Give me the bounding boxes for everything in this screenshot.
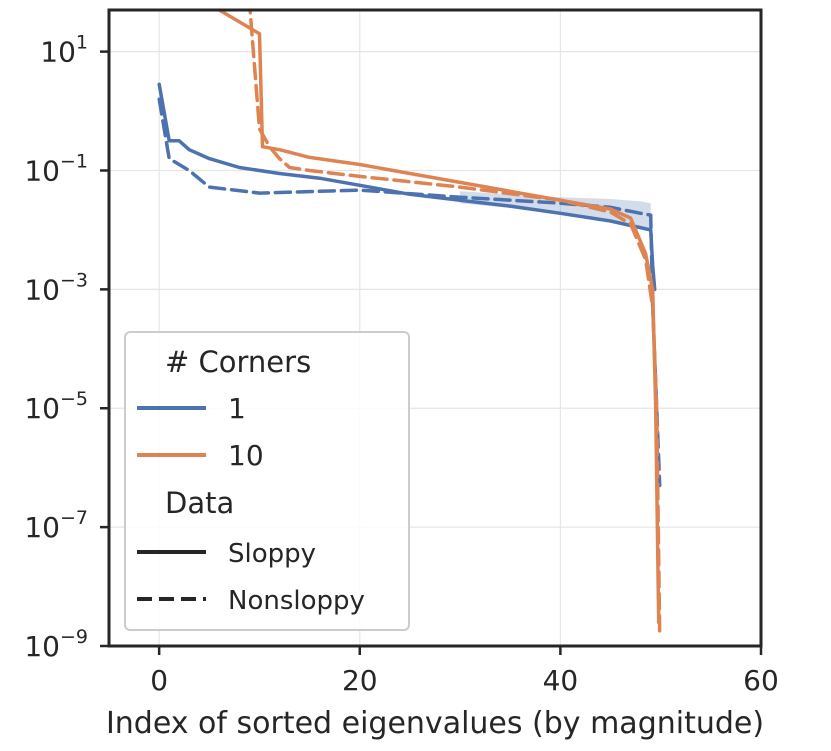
legend-label-sloppy: Sloppy [228, 539, 316, 569]
series-line-10-sloppy [214, 10, 661, 624]
x-tick-label: 20 [342, 664, 378, 697]
legend-label-nonsloppy: Nonsloppy [228, 586, 365, 616]
plot-frame [107, 8, 763, 648]
legend-label-10: 10 [228, 439, 264, 472]
x-tick-label: 60 [743, 664, 779, 697]
y-tick-label: 10−7 [24, 507, 88, 544]
series-lines [157, 10, 662, 636]
x-axis-label: Index of sorted eigenvalues (by magnitud… [106, 706, 764, 741]
y-tick-label: 10−5 [24, 388, 88, 425]
x-tick-label: 0 [150, 664, 168, 697]
series-line-1-sloppy [157, 82, 657, 292]
x-tick-label: 40 [543, 664, 579, 697]
legend-hue-title: # Corners [165, 345, 311, 379]
y-tick-label: 10−3 [24, 269, 88, 306]
y-tick-label: 101 [40, 32, 88, 69]
legend: # Corners 1 10 Data Sloppy Nonsloppy [124, 331, 410, 631]
y-tick-label: 10−9 [24, 626, 88, 663]
legend-style-title: Data [165, 486, 234, 520]
y-tick-label: 10−1 [24, 150, 88, 187]
legend-label-1: 1 [228, 392, 246, 425]
